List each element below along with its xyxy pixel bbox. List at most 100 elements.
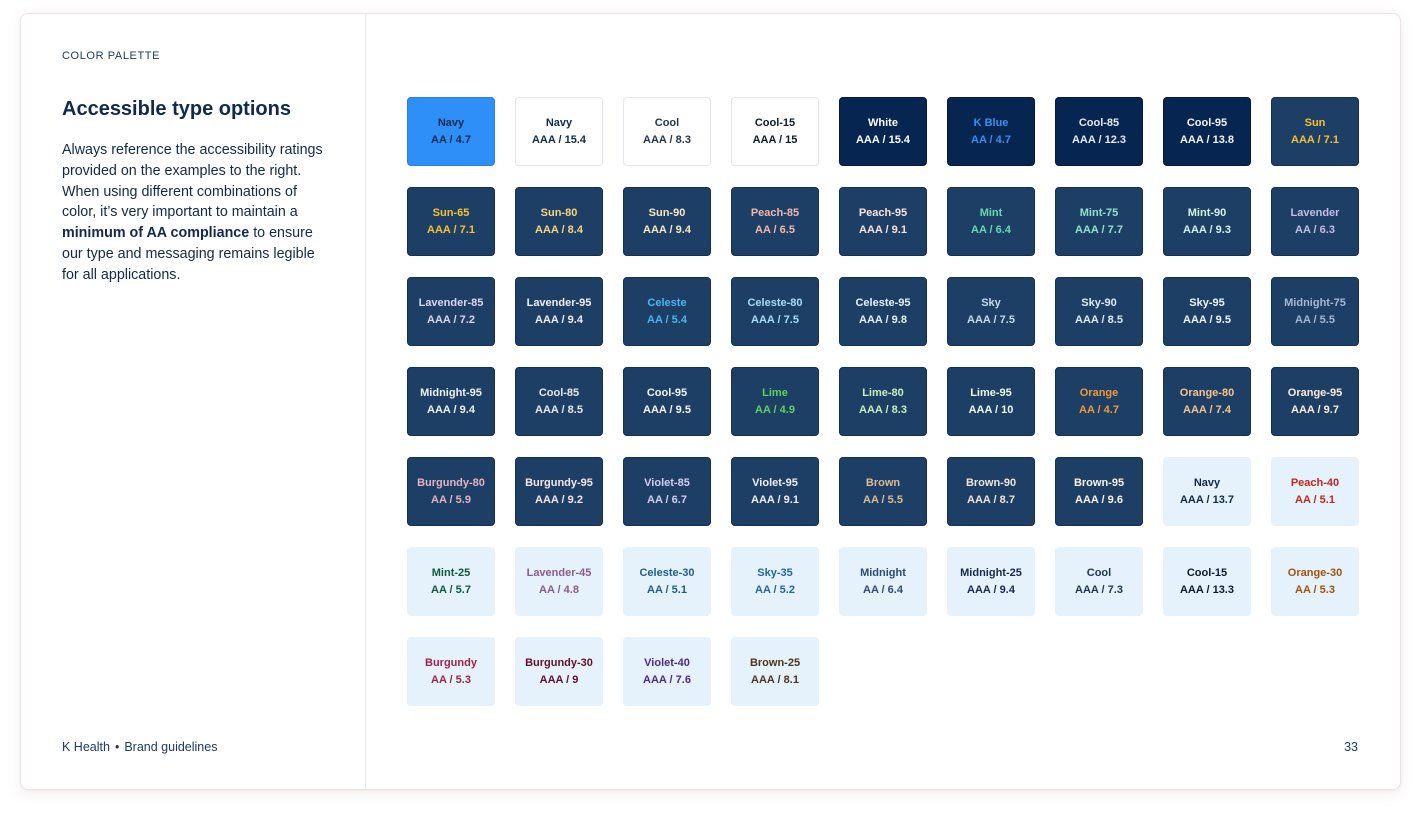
swatch-name: Cool-95 [1186, 116, 1228, 129]
swatch-name: Sun-90 [648, 206, 686, 219]
swatch-name: Peach-40 [1290, 476, 1340, 489]
swatch-name: Cool-15 [754, 116, 796, 129]
swatch-name: Lavender-85 [418, 296, 484, 309]
swatch-rating: AA / 4.7 [971, 133, 1011, 146]
swatch-name: Orange-80 [1179, 386, 1235, 399]
color-swatch: Brown-25 AAA / 8.1 [731, 637, 819, 706]
color-swatch: Violet-95 AAA / 9.1 [731, 457, 819, 526]
color-swatch: Mint-75 AAA / 7.7 [1055, 187, 1143, 256]
swatch-rating: AAA / 13.3 [1179, 583, 1234, 596]
color-swatch: Midnight-95 AAA / 9.4 [407, 367, 495, 436]
swatch-rating: AA / 5.1 [1295, 493, 1335, 506]
swatch-rating: AA / 6.4 [863, 583, 903, 596]
color-swatch: Lime AA / 4.9 [731, 367, 819, 436]
swatch-name: Orange-30 [1287, 566, 1343, 579]
swatch-name: Orange [1079, 386, 1119, 399]
color-swatch: Celeste AA / 5.4 [623, 277, 711, 346]
swatch-rating: AAA / 7.1 [427, 223, 475, 236]
color-swatch: Brown-90 AAA / 8.7 [947, 457, 1035, 526]
color-swatch: Peach-95 AAA / 9.1 [839, 187, 927, 256]
color-swatch: Cool-85 AAA / 12.3 [1055, 97, 1143, 166]
swatch-name: Burgundy-30 [525, 656, 593, 669]
swatch-rating: AA / 5.1 [647, 583, 687, 596]
swatch-rating: AAA / 8.4 [535, 223, 583, 236]
color-swatch: Burgundy-95 AAA / 9.2 [515, 457, 603, 526]
swatch-rating: AAA / 7.6 [643, 673, 691, 686]
swatch-rating: AAA / 7.5 [751, 313, 799, 326]
swatch-name: Lime [762, 386, 788, 399]
swatch-name: Burgundy [425, 656, 477, 669]
swatch-name: Celeste-30 [639, 566, 695, 579]
color-swatch: Sky-90 AAA / 8.5 [1055, 277, 1143, 346]
swatch-rating: AAA / 7.3 [1075, 583, 1123, 596]
color-swatch: Burgundy AA / 5.3 [407, 637, 495, 706]
swatch-name: Navy [437, 116, 465, 129]
swatch-rating: AAA / 9.5 [643, 403, 691, 416]
swatch-name: K Blue [973, 116, 1009, 129]
swatch-name: Mint [979, 206, 1003, 219]
color-swatch: Violet-85 AA / 6.7 [623, 457, 711, 526]
swatch-rating: AA / 5.2 [755, 583, 795, 596]
color-swatch: Midnight-25 AAA / 9.4 [947, 547, 1035, 616]
swatch-name: Violet-85 [644, 476, 690, 489]
color-swatch: Celeste-95 AAA / 9.8 [839, 277, 927, 346]
swatch-name: Mint-90 [1187, 206, 1227, 219]
swatch-name: Navy [545, 116, 573, 129]
color-swatch: Lavender AA / 6.3 [1271, 187, 1359, 256]
swatch-rating: AAA / 9.6 [1075, 493, 1123, 506]
swatch-rating: AA / 5.4 [647, 313, 687, 326]
color-swatch: Cool-15 AAA / 15 [731, 97, 819, 166]
color-swatch: Brown AA / 5.5 [839, 457, 927, 526]
swatch-name: Sky-90 [1081, 296, 1117, 309]
swatch-name: Sun-80 [540, 206, 578, 219]
swatch-rating: AAA / 8.5 [1075, 313, 1123, 326]
swatch-name: Brown [865, 476, 901, 489]
swatch-rating: AA / 5.3 [1295, 583, 1335, 596]
color-swatch: Celeste-80 AAA / 7.5 [731, 277, 819, 346]
swatch-name: Mint-25 [431, 566, 471, 579]
swatch-rating: AAA / 9.2 [535, 493, 583, 506]
swatch-name: Lavender-95 [526, 296, 592, 309]
swatch-name: Sky-95 [1189, 296, 1225, 309]
slide-page: COLOR PALETTE Accessible type options Al… [20, 13, 1401, 790]
swatch-rating: AA / 5.5 [863, 493, 903, 506]
swatch-rating: AAA / 15.4 [855, 133, 910, 146]
swatch-name: Sky-35 [757, 566, 793, 579]
swatch-rating: AAA / 9.1 [859, 223, 907, 236]
swatch-rating: AAA / 7.1 [1291, 133, 1339, 146]
page-title: Accessible type options [62, 98, 291, 120]
swatch-rating: AA / 5.5 [1295, 313, 1335, 326]
swatch-name: Burgundy-80 [417, 476, 485, 489]
color-swatch: Cool AAA / 7.3 [1055, 547, 1143, 616]
color-swatch: Cool-95 AAA / 13.8 [1163, 97, 1251, 166]
swatch-rating: AAA / 8.1 [751, 673, 799, 686]
swatch-name: Cool-15 [1186, 566, 1228, 579]
color-swatch: Lime-80 AAA / 8.3 [839, 367, 927, 436]
swatch-name: Cool [654, 116, 680, 129]
swatch-name: Celeste [647, 296, 687, 309]
footer-doc-title: Brand guidelines [124, 740, 218, 754]
swatch-rating: AA / 4.9 [755, 403, 795, 416]
swatch-rating: AAA / 13.8 [1179, 133, 1234, 146]
swatch-grid: Navy AA / 4.7 Navy AAA / 15.4 Cool AAA / 8.3 C… [407, 97, 1359, 706]
swatch-name: Midnight-25 [960, 566, 1022, 579]
color-swatch: Sun AAA / 7.1 [1271, 97, 1359, 166]
page-number: 33 [1344, 740, 1358, 754]
color-swatch: Mint-90 AAA / 9.3 [1163, 187, 1251, 256]
swatch-rating: AA / 6.4 [971, 223, 1011, 236]
color-swatch: Midnight AA / 6.4 [839, 547, 927, 616]
swatch-rating: AAA / 8.5 [535, 403, 583, 416]
color-swatch: Orange-95 AAA / 9.7 [1271, 367, 1359, 436]
color-swatch: Sky-95 AAA / 9.5 [1163, 277, 1251, 346]
color-swatch: Peach-40 AA / 5.1 [1271, 457, 1359, 526]
swatch-rating: AAA / 9.3 [1183, 223, 1231, 236]
color-swatch: Navy AAA / 15.4 [515, 97, 603, 166]
swatch-rating: AA / 6.3 [1295, 223, 1335, 236]
color-swatch: Orange-30 AA / 5.3 [1271, 547, 1359, 616]
swatch-name: Lavender [1290, 206, 1340, 219]
color-swatch: Lavender-85 AAA / 7.2 [407, 277, 495, 346]
color-swatch: Navy AAA / 13.7 [1163, 457, 1251, 526]
color-swatch: Cool-15 AAA / 13.3 [1163, 547, 1251, 616]
swatch-rating: AA / 5.3 [431, 673, 471, 686]
swatch-rating: AAA / 9.4 [427, 403, 475, 416]
